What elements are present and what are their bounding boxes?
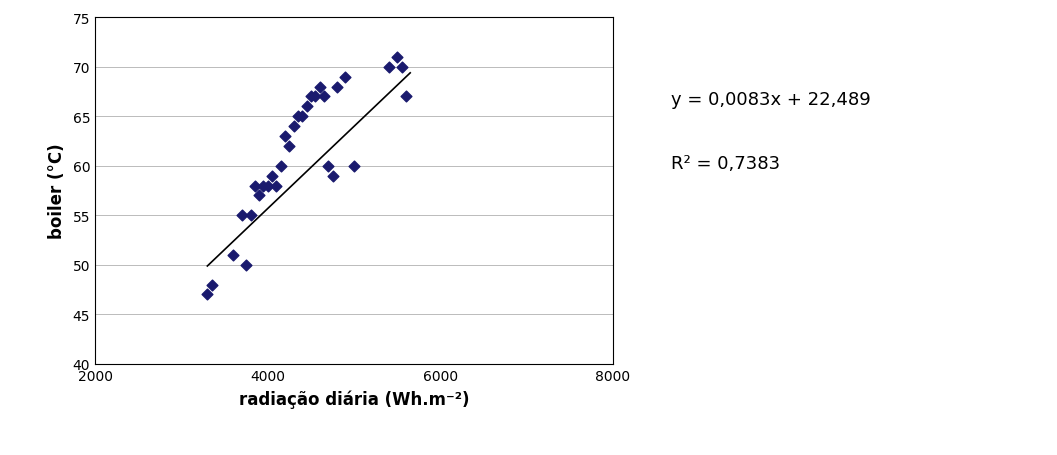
Point xyxy=(337,74,354,81)
Point xyxy=(346,163,363,170)
Point xyxy=(259,182,276,190)
Text: y = 0,0083x + 22,489: y = 0,0083x + 22,489 xyxy=(671,91,871,109)
Point xyxy=(307,94,323,101)
Point xyxy=(324,172,341,180)
Point xyxy=(255,182,272,190)
Point xyxy=(238,262,255,269)
Point xyxy=(294,113,311,121)
Point xyxy=(251,192,267,200)
Point xyxy=(393,64,410,71)
Y-axis label: boiler (°C): boiler (°C) xyxy=(48,143,66,239)
Point xyxy=(302,94,319,101)
Point xyxy=(246,182,263,190)
Point xyxy=(329,84,346,91)
Point xyxy=(225,252,242,259)
Point xyxy=(242,212,259,219)
Point xyxy=(290,113,307,121)
Point xyxy=(285,123,302,131)
Point xyxy=(311,84,328,91)
Point xyxy=(298,103,315,111)
Point xyxy=(203,281,220,288)
Point xyxy=(397,94,414,101)
Point xyxy=(199,291,216,298)
Point xyxy=(263,172,280,180)
Point xyxy=(273,163,290,170)
Point xyxy=(381,64,397,71)
Point xyxy=(277,133,294,141)
Point xyxy=(389,54,406,61)
X-axis label: radiação diária (Wh.m⁻²): radiação diária (Wh.m⁻²) xyxy=(239,390,469,408)
Text: R² = 0,7383: R² = 0,7383 xyxy=(671,155,780,173)
Point xyxy=(267,182,284,190)
Point xyxy=(315,94,332,101)
Point xyxy=(319,163,336,170)
Point xyxy=(234,212,251,219)
Point xyxy=(281,143,298,150)
